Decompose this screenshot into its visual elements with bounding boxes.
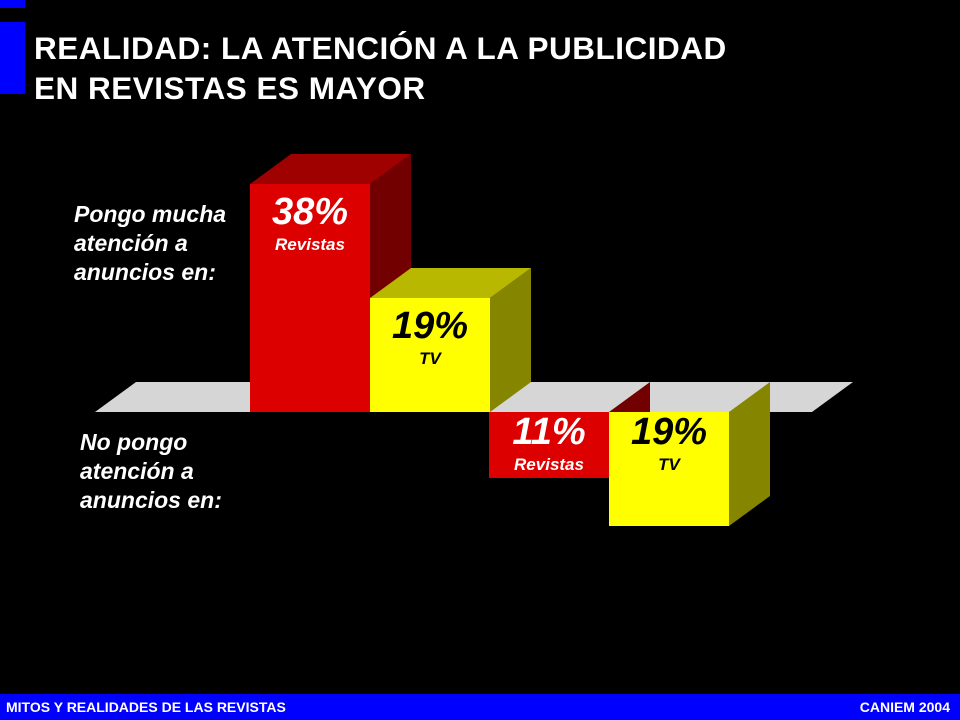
slide-title-line-2: EN REVISTAS ES MAYOR: [34, 70, 426, 106]
series-label-tv-1: TV: [419, 349, 442, 368]
bar-top: [370, 268, 531, 298]
slide-title: REALIDAD: LA ATENCIÓN A LA PUBLICIDAD EN…: [34, 28, 954, 108]
bar-side: [729, 382, 770, 526]
bar-tv-1: [370, 268, 531, 412]
footer-left-text: MITOS Y REALIDADES DE LAS REVISTAS: [6, 699, 286, 715]
data-label-revistas-2: 11%: [512, 411, 585, 453]
series-label-tv-2: TV: [658, 455, 681, 474]
category-label-no-attention: No pongo atención a anuncios en:: [80, 429, 222, 513]
accent-bar-top: [0, 0, 25, 8]
bar-tv-2: [609, 382, 770, 526]
accent-bar-title: [0, 22, 25, 94]
footer-bar: MITOS Y REALIDADES DE LAS REVISTAS CANIE…: [0, 694, 960, 720]
data-label-revistas-1: 38%: [272, 191, 348, 233]
category-label-attention: Pongo mucha atención a anuncios en:: [74, 201, 227, 285]
bar-front: [609, 412, 729, 526]
series-label-revistas-1: Revistas: [275, 235, 345, 254]
slide-title-line-1: REALIDAD: LA ATENCIÓN A LA PUBLICIDAD: [34, 30, 727, 66]
bar-front: [250, 184, 370, 412]
bar-side: [490, 268, 531, 412]
bar-top: [250, 154, 411, 184]
bar-front: [370, 298, 490, 412]
series-label-revistas-2: Revistas: [514, 455, 584, 474]
bar-front: [489, 412, 609, 478]
data-label-tv-2: 19%: [631, 411, 707, 453]
footer-right-text: CANIEM 2004: [859, 699, 950, 715]
data-label-tv-1: 19%: [392, 305, 468, 347]
